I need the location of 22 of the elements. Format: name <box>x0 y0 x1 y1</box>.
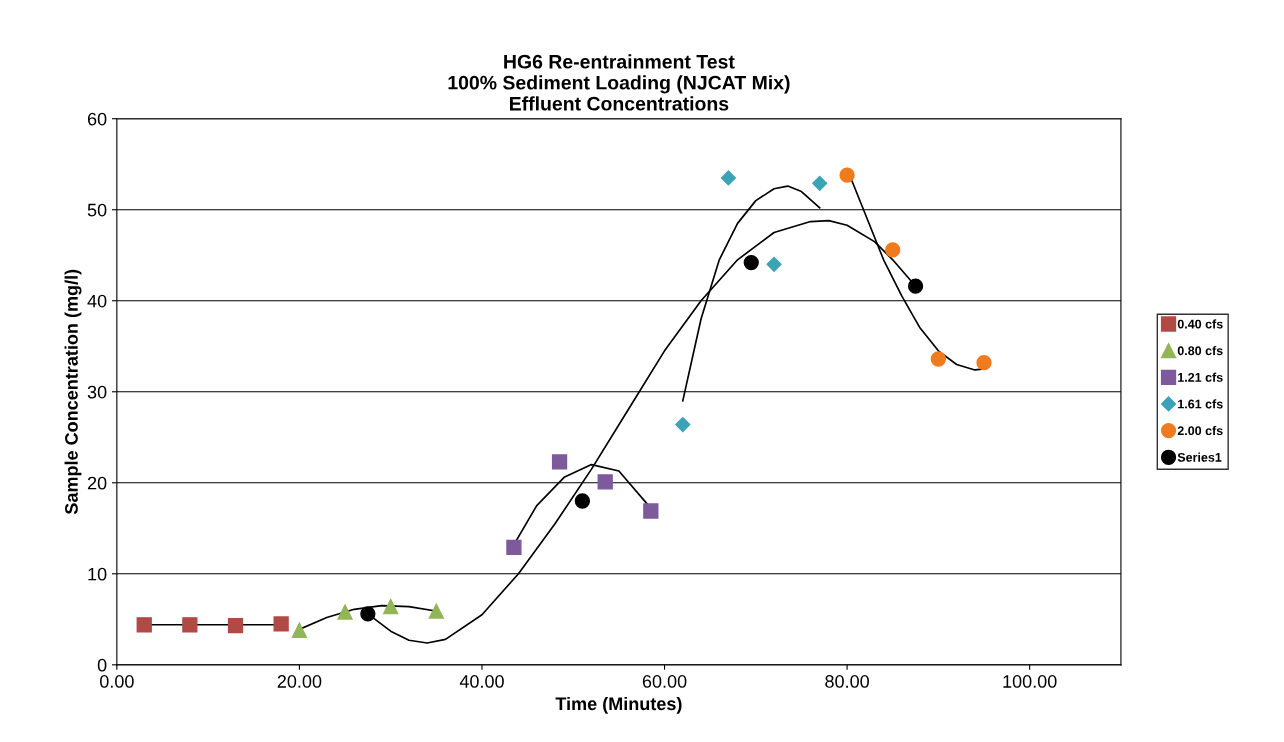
x-tick-label: 80.00 <box>825 675 869 688</box>
x-tick-label: 20.00 <box>277 675 322 688</box>
y-tick-label: 0 <box>97 658 107 672</box>
y-tick-label: 20 <box>87 476 107 490</box>
y-tick-label: 10 <box>88 567 107 581</box>
legend-label: 1.21 cfs <box>1178 372 1223 382</box>
legend-label: 0.40 cfs <box>1177 319 1223 329</box>
x-axis-title: Time (Minutes) <box>555 696 682 714</box>
legend-label: 0.80 cfs <box>1177 345 1223 356</box>
y-tick-label: 40 <box>87 294 107 308</box>
x-tick-label: 60.00 <box>642 675 687 688</box>
x-tick-label: 0.00 <box>99 675 134 688</box>
legend-label: 1.61 cfs <box>1178 399 1223 409</box>
y-tick-label: 50 <box>87 203 107 217</box>
chart-title: HG6 Re-entrainment Test 100% Sediment Loading (NJCAT Mix) Effluent Concentrations <box>448 54 790 111</box>
y-tick-label: 60 <box>87 112 107 126</box>
x-tick-label: 40.00 <box>459 675 504 688</box>
x-tick-label: 100.00 <box>1003 675 1057 688</box>
legend-label: 2.00 cfs <box>1177 425 1223 436</box>
y-tick-label: 30 <box>87 385 107 399</box>
legend-label: Series1 <box>1177 452 1222 462</box>
y-axis-title: Sample Concentration (mg/l) <box>64 269 82 515</box>
